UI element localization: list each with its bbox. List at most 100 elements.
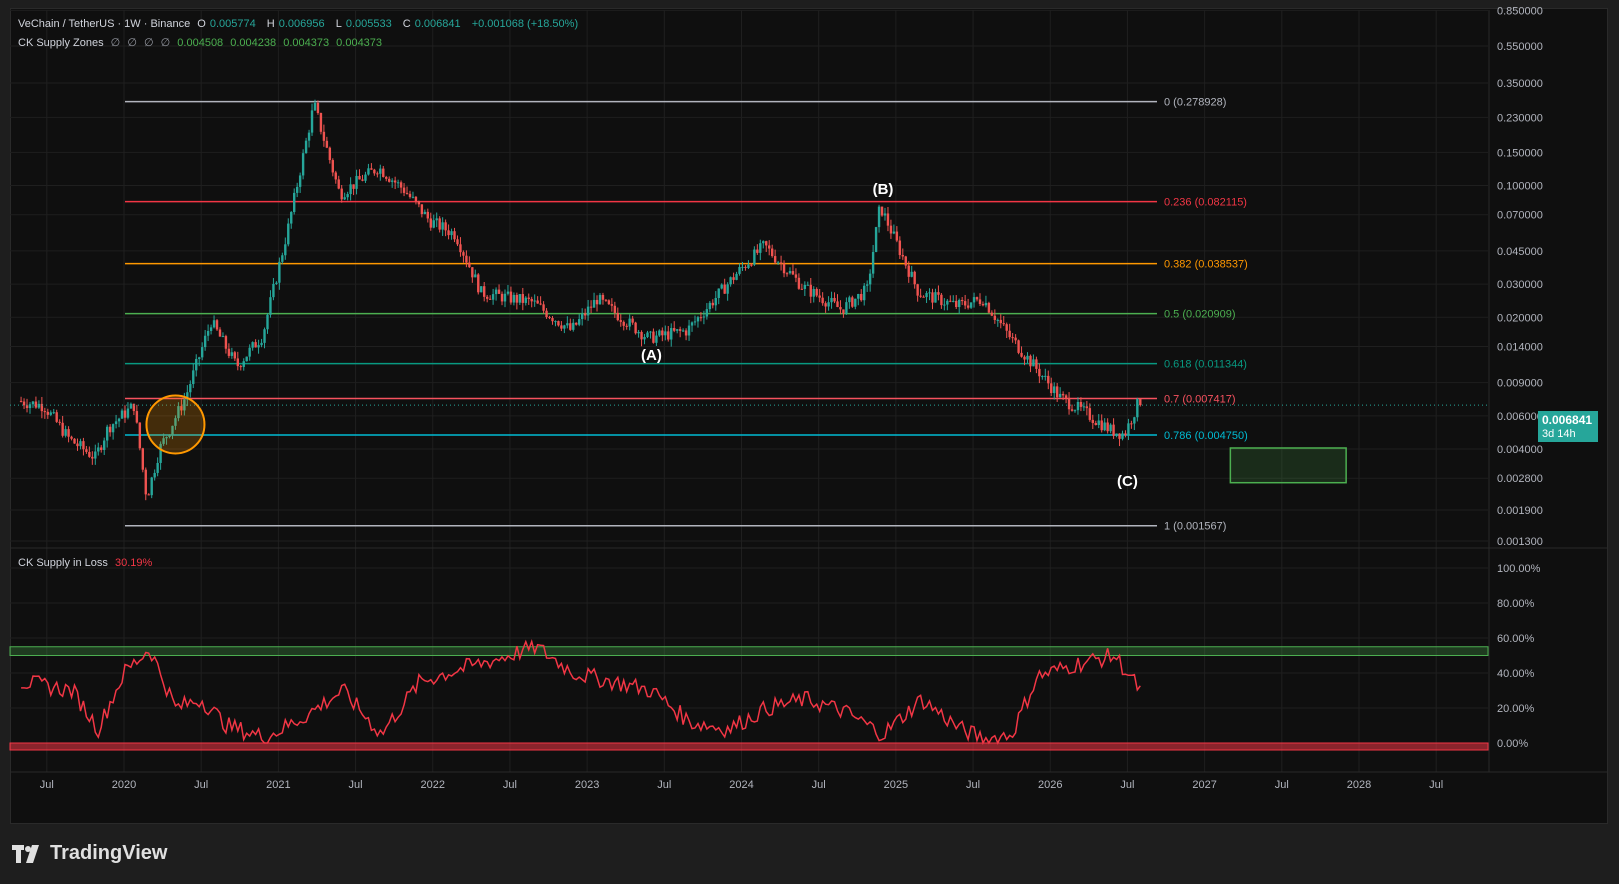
candle-body	[117, 418, 121, 422]
candle-body	[263, 329, 266, 343]
candle-body	[625, 325, 628, 327]
highlight-circle	[145, 394, 206, 455]
candle-body	[147, 494, 150, 496]
candle-body	[518, 294, 522, 303]
candle-body	[432, 220, 435, 228]
candle-body	[708, 302, 712, 310]
candle-body	[589, 306, 593, 308]
candle-body	[827, 302, 830, 307]
y-tick-label: 0.045000	[1497, 246, 1543, 258]
candle-body	[393, 180, 397, 183]
indicator-name: CK Supply Zones	[18, 37, 104, 49]
candle-body	[687, 325, 691, 336]
candle-body	[281, 255, 284, 262]
candle-body	[824, 303, 827, 307]
candle-body	[643, 337, 646, 340]
candle-body	[928, 292, 931, 294]
candle-body	[978, 299, 982, 304]
candle-body	[52, 412, 55, 414]
ohlc-l: L 0.005533	[335, 18, 392, 30]
candle-body	[132, 403, 136, 412]
candle-body	[85, 449, 88, 452]
candle-body	[301, 153, 305, 176]
candle-body	[215, 320, 219, 330]
candle-body	[198, 357, 201, 359]
candle-body	[999, 319, 1002, 324]
candle-body	[1076, 401, 1080, 411]
candle-body	[382, 168, 385, 177]
candle-body	[655, 335, 658, 343]
candle-body	[818, 295, 821, 298]
candle-body	[877, 206, 881, 228]
candle-body	[634, 322, 637, 334]
candle-body	[1097, 420, 1100, 426]
wave-label: (A)	[641, 347, 662, 364]
candle-body	[963, 301, 967, 306]
candle-body	[31, 401, 35, 405]
candle-body	[735, 273, 738, 280]
candle-body	[447, 230, 450, 236]
x-tick-label: Jul	[349, 779, 363, 791]
candle-body	[610, 304, 614, 306]
x-tick-label: Jul	[194, 779, 208, 791]
candle-body	[203, 335, 207, 348]
indicator-lower-band	[9, 742, 1489, 751]
candle-body	[441, 222, 444, 230]
tradingview-logo[interactable]: TradingView	[12, 842, 167, 865]
candle-body	[987, 302, 991, 313]
candle-body	[111, 424, 115, 433]
candle-body	[1053, 386, 1056, 394]
candle-body	[346, 194, 349, 198]
candle-body	[595, 299, 599, 305]
candle-body	[720, 284, 723, 289]
candle-body	[183, 399, 186, 411]
candle-body	[990, 312, 994, 316]
candle-body	[943, 304, 946, 306]
candle-body	[108, 426, 112, 433]
candles	[19, 99, 1142, 501]
symbol-title[interactable]: VeChain / TetherUS · 1W · Binance	[18, 18, 191, 30]
candle-body	[287, 223, 290, 245]
candle-body	[969, 302, 973, 308]
indicator-legend-supply-zones[interactable]: CK Supply Zones ∅ ∅ ∅ ∅ 0.004508 0.00423…	[18, 36, 386, 49]
candle-body	[49, 412, 52, 415]
candle-body	[331, 160, 335, 173]
candle-body	[649, 331, 652, 333]
candle-body	[551, 318, 554, 322]
candle-body	[1079, 401, 1083, 407]
candle-body	[640, 331, 643, 340]
candle-body	[1058, 393, 1062, 398]
candle-body	[120, 410, 124, 419]
candle-body	[1064, 395, 1068, 398]
candle-body	[702, 316, 706, 318]
x-tick-label: Jul	[812, 779, 826, 791]
logo-text: TradingView	[50, 842, 168, 864]
candle-body	[361, 179, 364, 181]
candle-body	[578, 319, 581, 325]
candle-body	[667, 331, 670, 340]
indicator-name: CK Supply in Loss	[18, 557, 108, 569]
candle-body	[248, 347, 251, 357]
candle-body	[105, 426, 109, 441]
candle-body	[580, 313, 584, 320]
y-tick-label: 0.070000	[1497, 210, 1543, 222]
candle-body	[1061, 393, 1065, 396]
candle-body	[717, 288, 720, 299]
indicator-value: 0.004238	[230, 37, 277, 49]
candle-body	[123, 410, 127, 418]
indicator-legend-supply-in-loss[interactable]: CK Supply in Loss 30.19%	[18, 557, 156, 569]
indicator-y-tick-label: 20.00%	[1497, 703, 1535, 715]
candle-body	[601, 294, 605, 300]
candle-body	[981, 303, 985, 306]
candle-body	[765, 241, 768, 246]
candle-body	[940, 294, 943, 306]
wave-label: (B)	[873, 181, 894, 198]
candle-body	[334, 172, 337, 180]
candle-body	[530, 298, 533, 302]
y-tick-label: 0.350000	[1497, 78, 1543, 90]
candle-body	[340, 188, 343, 200]
candle-body	[290, 212, 293, 224]
candle-body	[1035, 359, 1038, 369]
candle-body	[613, 305, 617, 313]
